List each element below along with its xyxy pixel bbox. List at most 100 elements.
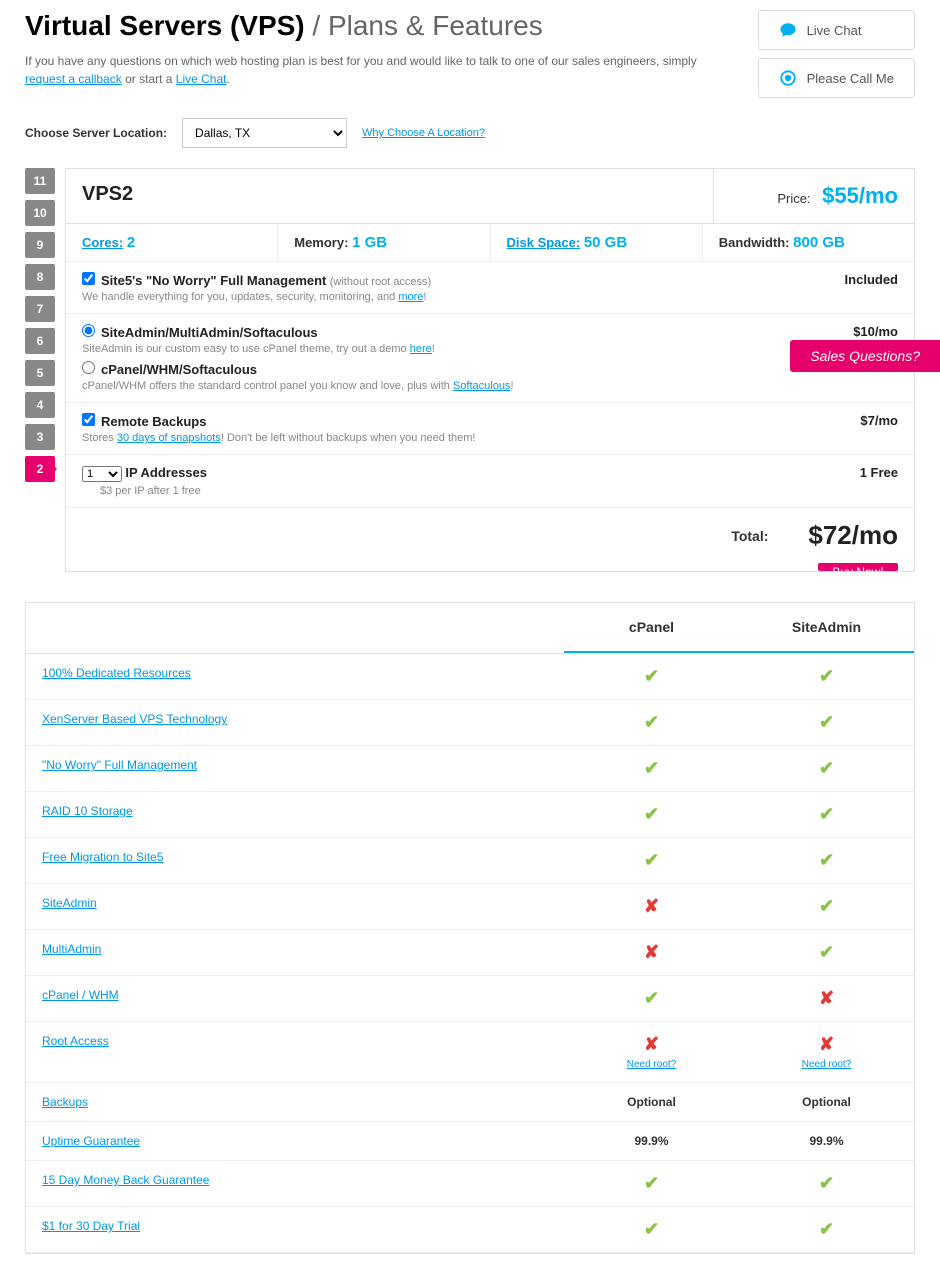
total-amount: $72/mo: [808, 520, 898, 551]
check-icon: ✔: [819, 1219, 834, 1239]
panel-value: $10/mo: [718, 324, 898, 339]
feature-link[interactable]: 100% Dedicated Resources: [42, 666, 191, 680]
backup-value: $7/mo: [718, 413, 898, 428]
config-panel: VPS2 Price: $55/mo Cores: 2 Memory: 1 GB…: [65, 168, 915, 572]
snapshots-link[interactable]: 30 days of snapshots: [117, 432, 221, 444]
sales-questions-tab[interactable]: Sales Questions?: [790, 340, 940, 372]
feature-cell-cpanel: ✘: [564, 884, 739, 929]
check-icon: ✔: [819, 850, 834, 870]
step-11[interactable]: 11: [25, 168, 55, 194]
check-icon: ✔: [819, 896, 834, 916]
live-chat-link[interactable]: Live Chat: [176, 72, 227, 86]
why-location-link[interactable]: Why Choose A Location?: [362, 127, 485, 139]
feature-link[interactable]: cPanel / WHM: [42, 988, 119, 1002]
full-mgmt-checkbox[interactable]: [82, 272, 95, 285]
more-link[interactable]: more: [398, 291, 423, 303]
feature-cell-siteadmin: ✔: [739, 792, 914, 837]
feature-cell-cpanel: ✔: [564, 792, 739, 837]
feature-cell-cpanel: ✘ Need root?: [564, 1022, 739, 1082]
feature-cell-siteadmin: ✔: [739, 930, 914, 975]
page-title: Virtual Servers (VPS) / Plans & Features: [25, 10, 738, 42]
demo-link[interactable]: here: [410, 343, 432, 355]
feature-cell-siteadmin: ✔: [739, 1207, 914, 1252]
feature-cell-siteadmin: ✔: [739, 654, 914, 699]
check-icon: ✔: [819, 666, 834, 686]
need-root-link[interactable]: Need root?: [576, 1059, 727, 1070]
feature-cell-siteadmin: Optional: [739, 1083, 914, 1121]
feature-link[interactable]: MultiAdmin: [42, 942, 101, 956]
cpanel-radio[interactable]: [82, 361, 95, 374]
feature-cell-siteadmin: ✔: [739, 884, 914, 929]
step-2[interactable]: 2: [25, 456, 55, 482]
softaculous-link[interactable]: Softaculous: [453, 380, 510, 392]
feature-cell-cpanel: ✔: [564, 976, 739, 1021]
live-chat-button[interactable]: Live Chat: [758, 10, 915, 50]
check-icon: ✔: [644, 758, 659, 778]
step-3[interactable]: 3: [25, 424, 55, 450]
cores-value: 2: [127, 234, 135, 251]
feature-cell-siteadmin: ✘ Need root?: [739, 1022, 914, 1082]
title-main: Virtual Servers (VPS): [25, 10, 305, 41]
feature-link[interactable]: Backups: [42, 1095, 88, 1109]
chat-icon: [779, 21, 797, 39]
disk-value: 50 GB: [584, 234, 627, 251]
features-table: cPanel SiteAdmin 100% Dedicated Resource…: [25, 602, 915, 1254]
check-icon: ✔: [644, 988, 659, 1008]
feature-link[interactable]: 15 Day Money Back Guarantee: [42, 1173, 209, 1187]
feature-link[interactable]: XenServer Based VPS Technology: [42, 712, 227, 726]
ip-select[interactable]: 1: [82, 466, 122, 482]
feature-cell-siteadmin: ✔: [739, 1161, 914, 1206]
feature-row: cPanel / WHM ✔ ✘: [26, 976, 914, 1022]
step-9[interactable]: 9: [25, 232, 55, 258]
feature-link[interactable]: $1 for 30 Day Trial: [42, 1219, 140, 1233]
check-icon: ✔: [644, 1219, 659, 1239]
feature-link[interactable]: SiteAdmin: [42, 896, 97, 910]
bw-value: 800 GB: [793, 234, 845, 251]
feature-link[interactable]: Free Migration to Site5: [42, 850, 163, 864]
feature-row: XenServer Based VPS Technology✔✔: [26, 700, 914, 746]
buy-now-button[interactable]: Buy Now!: [818, 563, 898, 571]
ip-value: 1 Free: [718, 465, 898, 480]
feature-cell-cpanel: ✔: [564, 700, 739, 745]
step-5[interactable]: 5: [25, 360, 55, 386]
backup-title: Remote Backups: [101, 414, 206, 429]
cores-label[interactable]: Cores:: [82, 235, 123, 250]
check-icon: ✔: [819, 758, 834, 778]
feature-row: MultiAdmin✘✔: [26, 930, 914, 976]
feature-cell-cpanel: Optional: [564, 1083, 739, 1121]
col-siteadmin: SiteAdmin: [739, 603, 914, 653]
feature-row: Free Migration to Site5✔✔: [26, 838, 914, 884]
cross-icon: ✘: [644, 1034, 659, 1054]
call-me-button[interactable]: Please Call Me: [758, 58, 915, 98]
feature-row: Root Access ✘ Need root? ✘ Need root?: [26, 1022, 914, 1083]
location-select[interactable]: Dallas, TX: [182, 118, 347, 148]
total-label: Total:: [82, 528, 808, 544]
disk-label[interactable]: Disk Space:: [507, 235, 581, 250]
feature-row: 15 Day Money Back Guarantee✔✔: [26, 1161, 914, 1207]
feature-link[interactable]: Uptime Guarantee: [42, 1134, 140, 1148]
feature-row: 100% Dedicated Resources✔✔: [26, 654, 914, 700]
step-4[interactable]: 4: [25, 392, 55, 418]
backup-checkbox[interactable]: [82, 413, 95, 426]
step-7[interactable]: 7: [25, 296, 55, 322]
request-callback-link[interactable]: request a callback: [25, 72, 122, 86]
check-icon: ✔: [819, 1173, 834, 1193]
feature-cell-siteadmin: ✔: [739, 746, 914, 791]
intro-text: If you have any questions on which web h…: [25, 52, 738, 88]
feature-link[interactable]: RAID 10 Storage: [42, 804, 133, 818]
feature-link[interactable]: Root Access: [42, 1034, 109, 1048]
phone-icon: [779, 69, 797, 87]
cross-icon: ✘: [819, 1034, 834, 1054]
siteadmin-title: SiteAdmin/MultiAdmin/Softaculous: [101, 325, 318, 340]
siteadmin-radio[interactable]: [82, 324, 95, 337]
need-root-link[interactable]: Need root?: [751, 1059, 902, 1070]
feature-cell-cpanel: ✔: [564, 746, 739, 791]
feature-link[interactable]: "No Worry" Full Management: [42, 758, 197, 772]
feature-cell-siteadmin: ✘: [739, 976, 914, 1021]
step-6[interactable]: 6: [25, 328, 55, 354]
feature-cell-siteadmin: 99.9%: [739, 1122, 914, 1160]
check-icon: ✔: [644, 712, 659, 732]
step-10[interactable]: 10: [25, 200, 55, 226]
step-8[interactable]: 8: [25, 264, 55, 290]
cross-icon: ✘: [819, 988, 834, 1008]
